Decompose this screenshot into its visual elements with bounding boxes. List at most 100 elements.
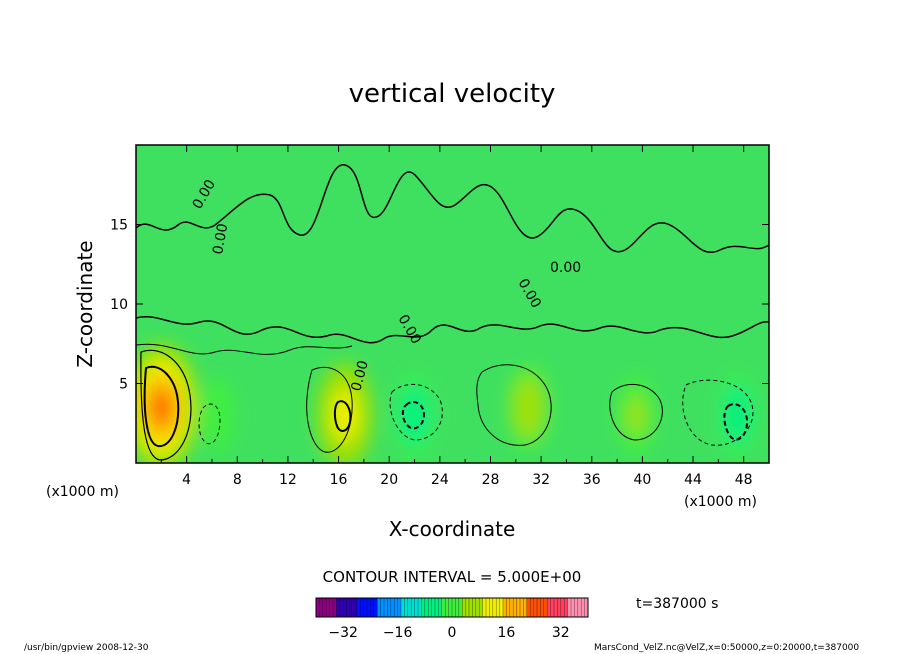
x-tick-label: 16 xyxy=(330,472,348,488)
colorbar-cell xyxy=(418,598,422,617)
colorbar-cell xyxy=(326,598,330,617)
contour-mid-updraft-inner xyxy=(333,400,352,432)
colorbar-cell xyxy=(353,598,358,617)
colorbar-tick-label: 16 xyxy=(497,625,515,641)
colorbar-tick-label: 0 xyxy=(448,625,457,641)
contour-label: 0.00 xyxy=(550,260,581,276)
colorbar-cell xyxy=(571,598,575,617)
colorbar-cell xyxy=(564,598,568,617)
colorbar-cell xyxy=(411,598,415,617)
colorbar-cell xyxy=(530,598,534,617)
colorbar-cell xyxy=(333,598,337,617)
colorbar-cell xyxy=(424,598,429,617)
colorbar-cell xyxy=(360,598,364,617)
colorbar-cell xyxy=(523,598,528,617)
contour-downdraft-a xyxy=(389,384,443,441)
colorbar-cell xyxy=(577,598,582,617)
colorbar-cell xyxy=(567,598,572,617)
plot-area: 0.00 0.00 0.00 0.00 0.00 0.00 4 8 12 16 20 24… xyxy=(110,144,770,488)
colorbar-cell xyxy=(435,598,439,617)
colorbar-cell xyxy=(319,598,324,617)
chart-title: vertical velocity xyxy=(349,79,556,109)
colorbar-cell xyxy=(401,598,405,617)
downdraft-core xyxy=(214,405,223,425)
colorbar-tick-label: −32 xyxy=(328,625,358,641)
x-tick-label: 36 xyxy=(583,472,601,488)
colorbar-cell xyxy=(509,598,514,617)
colorbar-cell xyxy=(475,598,480,617)
contour-lower-band xyxy=(136,343,353,355)
colorbar-cell xyxy=(356,598,361,617)
colorbar-cell xyxy=(560,598,565,617)
y-tick-label: 15 xyxy=(110,218,128,234)
colorbar-cell xyxy=(462,598,466,617)
colorbar-cell xyxy=(336,598,341,617)
contour-right-updraft xyxy=(476,364,552,446)
zero-contour-upper xyxy=(136,164,769,253)
colorbar-cell xyxy=(394,598,398,617)
colorbar-cell xyxy=(503,598,507,617)
time-label: t=387000 s xyxy=(636,596,718,612)
colorbar-cell xyxy=(339,598,344,617)
velocity-field xyxy=(136,343,758,463)
contour-downdraft-c xyxy=(198,403,221,445)
y-ticks: 5 10 15 xyxy=(110,218,769,393)
colorbar-tick-label: 32 xyxy=(552,625,570,641)
colorbar-cell xyxy=(465,598,470,617)
downdraft-core xyxy=(409,404,420,427)
colorbar-cell xyxy=(452,598,456,617)
colorbar-cell xyxy=(380,598,385,617)
colorbar-cell xyxy=(390,598,395,617)
contour-lines xyxy=(136,164,769,461)
contour-downdraft-a-inner xyxy=(401,401,426,430)
colorbar-cell xyxy=(547,598,551,617)
colorbar-cell xyxy=(367,598,371,617)
colorbar-cell xyxy=(458,598,463,617)
colorbar-cell xyxy=(421,598,426,617)
colorbar-cell xyxy=(370,598,375,617)
updraft-core xyxy=(631,405,641,426)
colorbar-cell xyxy=(431,598,436,617)
colorbar-cell xyxy=(472,598,477,617)
contour-left-updraft-inner xyxy=(143,365,180,448)
colorbar-cell xyxy=(441,598,446,617)
colorbar-cell xyxy=(346,598,351,617)
colorbar: −32 −16 0 16 32 xyxy=(315,597,589,641)
colorbar-cell xyxy=(445,598,449,617)
colorbar-cell xyxy=(486,598,490,617)
colorbar-cell xyxy=(377,598,381,617)
footer-left: /usr/bin/gpview 2008-12-30 xyxy=(24,643,149,653)
colorbar-cells xyxy=(315,598,589,617)
colorbar-cell xyxy=(557,598,562,617)
x-tick-label: 48 xyxy=(735,472,753,488)
x-tick-label: 12 xyxy=(279,472,297,488)
contour-label: 0.00 xyxy=(348,359,372,393)
colorbar-cell xyxy=(496,598,500,617)
colorbar-cell xyxy=(414,598,419,617)
downdraft-core xyxy=(732,404,743,426)
colorbar-cell xyxy=(373,598,378,617)
colorbar-ticks: −32 −16 0 16 32 xyxy=(328,625,569,641)
x-tick-label: 4 xyxy=(182,472,191,488)
colorbar-cell xyxy=(469,598,473,617)
x-ticks: 4 8 12 16 20 24 28 32 36 40 44 48 xyxy=(160,145,753,488)
colorbar-cell xyxy=(550,598,555,617)
colorbar-cell xyxy=(363,598,368,617)
colorbar-cell xyxy=(350,598,354,617)
colorbar-cell xyxy=(526,598,531,617)
contour-far-updraft xyxy=(609,384,663,441)
colorbar-cell xyxy=(322,598,327,617)
colorbar-cell xyxy=(513,598,517,617)
colorbar-cell xyxy=(479,598,483,617)
colorbar-cell xyxy=(448,598,453,617)
x-tick-label: 20 xyxy=(380,472,398,488)
colorbar-cell xyxy=(397,598,402,617)
zero-contour-lower xyxy=(136,316,769,344)
colorbar-cell xyxy=(316,598,320,617)
y-tick-label: 10 xyxy=(110,297,128,313)
colorbar-cell xyxy=(492,598,497,617)
y-axis-label: Z-coordinate xyxy=(73,240,97,367)
colorbar-cell xyxy=(387,598,392,617)
